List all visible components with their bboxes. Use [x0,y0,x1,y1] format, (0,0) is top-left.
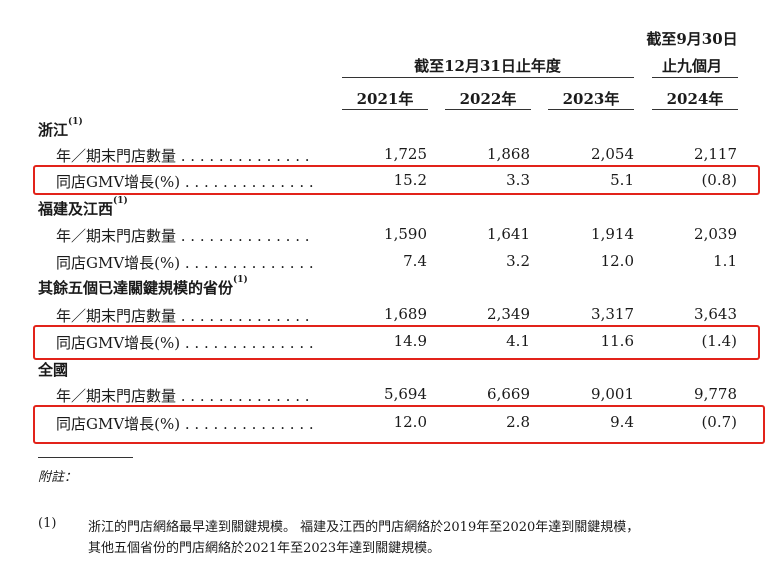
row-label: 年／期末門店數量 . . . . . . . . . . . . . . [56,227,310,245]
cell-2023: 2,054 [591,145,634,163]
cell-2024: (1.4) [701,332,737,350]
cell-2022: 3.3 [506,171,530,189]
cell-2022: 4.1 [506,332,530,350]
highlight-box-zhejiang-gmv [33,165,760,195]
cell-2021: 1,590 [384,225,427,243]
nine-month-header-line2: 止九個月 [661,57,722,75]
footnote-ref: (1) [68,117,83,127]
footnote-text-line1: 浙江的門店網絡最早達到關鍵規模。 福建及江西的門店網絡於2019年至2020年達… [88,520,640,535]
year-rule-2021 [342,109,428,110]
period-group-rule [342,77,634,78]
table-row: 年／期末門店數量 . . . . . . . . . . . . . . 1,7… [0,141,781,167]
section-title: 其餘五個已達關鍵規模的省份(1) [38,275,248,297]
footnote-separator [38,457,133,458]
table-row: 同店GMV增長(%) . . . . . . . . . . . . . . 7… [0,248,781,274]
table-row: 年／期末門店數量 . . . . . . . . . . . . . . 5,6… [0,381,781,407]
cell-2022: 3.2 [506,252,530,270]
cell-2021: 1,725 [384,145,427,163]
cell-2022: 1,868 [487,145,530,163]
section-nationwide: 全國 [0,356,781,382]
cell-2022: 2,349 [487,305,530,323]
year-header-2021: 2021年 [356,90,414,108]
section-other-five-provinces: 其餘五個已達關鍵規模的省份(1) [0,274,781,300]
nine-month-header-line1: 截至9月30日 [646,30,738,48]
year-rule-2023 [548,109,634,110]
cell-2022: 2.8 [506,413,530,431]
section-title: 浙江(1) [38,117,83,139]
table-row: 同店GMV增長(%) . . . . . . . . . . . . . . 1… [0,167,781,193]
cell-2022: 1,641 [487,225,530,243]
section-fujian-jiangxi: 福建及江西(1) [0,195,781,221]
cell-2024: 1.1 [713,252,737,270]
row-label: 同店GMV增長(%) . . . . . . . . . . . . . . [56,254,314,272]
row-label: 同店GMV增長(%) . . . . . . . . . . . . . . [56,415,314,433]
cell-2021: 12.0 [393,413,427,431]
cell-2023: 3,317 [591,305,634,323]
footnote-ref: (1) [113,196,128,206]
cell-2024: 2,039 [694,225,737,243]
cell-2023: 12.0 [600,252,634,270]
footnote-marker: (1) [38,516,57,531]
year-header-2023: 2023年 [562,90,620,108]
year-header-2024: 2024年 [666,90,724,108]
cell-2023: 1,914 [591,225,634,243]
cell-2021: 14.9 [393,332,427,350]
cell-2021: 1,689 [384,305,427,323]
table-row: 同店GMV增長(%) . . . . . . . . . . . . . . 1… [0,328,781,354]
cell-2024: 3,643 [694,305,737,323]
cell-2024: (0.8) [701,171,737,189]
footnote-ref: (1) [233,275,248,285]
row-label: 年／期末門店數量 . . . . . . . . . . . . . . [56,147,310,165]
period-group-header: 截至12月31日止年度 [414,57,561,75]
cell-2021: 15.2 [393,171,427,189]
section-zhejiang: 浙江(1) [0,116,781,142]
footnote-text-line2: 其他五個省份的門店網絡於2021年至2023年達到關鍵規模。 [88,541,441,556]
year-rule-2022 [445,109,531,110]
cell-2023: 9,001 [591,385,634,403]
cell-2021: 5,694 [384,385,427,403]
highlight-box-other-provinces-gmv [33,325,760,360]
cell-2022: 6,669 [487,385,530,403]
footnote-heading: 附註： [38,470,78,485]
highlight-box-nationwide-gmv [33,405,765,444]
row-label: 年／期末門店數量 . . . . . . . . . . . . . . [56,307,310,325]
cell-2024: (0.7) [701,413,737,431]
cell-2023: 5.1 [610,171,634,189]
table-row: 年／期末門店數量 . . . . . . . . . . . . . . 1,6… [0,301,781,327]
cell-2023: 9.4 [610,413,634,431]
section-title: 福建及江西(1) [38,196,128,218]
table-row: 同店GMV增長(%) . . . . . . . . . . . . . . 1… [0,409,781,435]
cell-2021: 7.4 [403,252,427,270]
table-row: 年／期末門店數量 . . . . . . . . . . . . . . 1,5… [0,221,781,247]
year-rule-2024 [652,109,738,110]
cell-2024: 2,117 [694,145,737,163]
section-title: 全國 [38,361,69,379]
row-label: 同店GMV增長(%) . . . . . . . . . . . . . . [56,334,314,352]
cell-2024: 9,778 [694,385,737,403]
nine-month-rule [652,77,738,78]
cell-2023: 11.6 [600,332,634,350]
year-header-2022: 2022年 [459,90,517,108]
row-label: 年／期末門店數量 . . . . . . . . . . . . . . [56,387,310,405]
row-label: 同店GMV增長(%) . . . . . . . . . . . . . . [56,173,314,191]
